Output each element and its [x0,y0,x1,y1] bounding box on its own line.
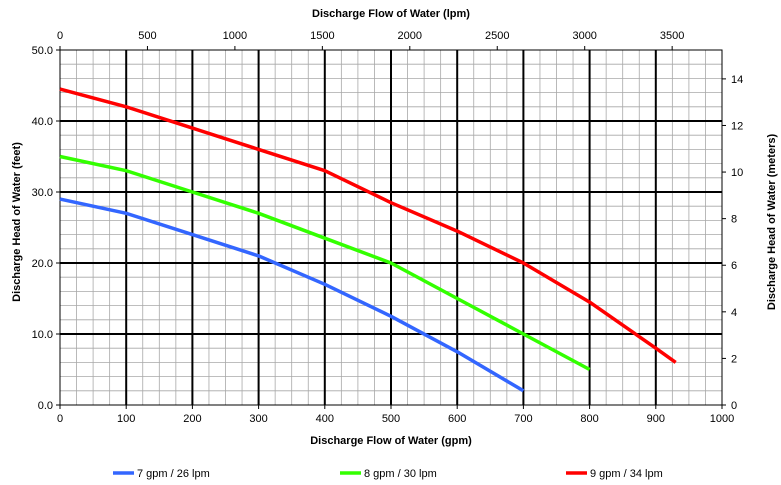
y2-tick-label: 14 [731,74,743,86]
legend-label: 7 gpm / 26 lpm [137,468,210,480]
y2-tick-label: 8 [731,214,737,226]
x2-axis-title: Discharge Flow of Water (lpm) [312,8,470,20]
x2-tick-label: 1000 [223,30,247,42]
y2-axis-title: Discharge Head of Water (meters) [766,134,778,311]
x2-axis-ticks: 0 500 1000 1500 2000 2500 3000 3500 [57,30,684,50]
y-tick-label: 50.0 [32,45,53,57]
x2-tick-label: 0 [57,30,63,42]
x-tick-label: 100 [117,413,135,425]
x-tick-label: 400 [316,413,334,425]
legend-label: 9 gpm / 34 lpm [590,468,663,480]
y2-tick-label: 4 [731,307,737,319]
x2-tick-label: 500 [138,30,156,42]
x-tick-label: 300 [249,413,267,425]
x-tick-label: 500 [382,413,400,425]
y2-tick-label: 0 [731,400,737,412]
x-tick-label: 800 [580,413,598,425]
y-tick-label: 30.0 [32,187,53,199]
y-tick-label: 20.0 [32,258,53,270]
y-axis-ticks: 0.0 10.0 20.0 30.0 40.0 50.0 [32,45,60,412]
x-tick-label: 700 [514,413,532,425]
y2-tick-label: 2 [731,353,737,365]
x-tick-label: 900 [647,413,665,425]
y-tick-label: 0.0 [38,400,53,412]
x2-tick-label: 2000 [398,30,422,42]
y2-tick-label: 12 [731,120,743,132]
series-line-2 [59,154,591,372]
legend: 7 gpm / 26 lpm 8 gpm / 30 lpm 9 gpm / 34 l… [113,468,663,480]
x2-tick-label: 3500 [660,30,684,42]
series-lines [59,87,677,393]
x-tick-label: 0 [57,413,63,425]
x-tick-label: 1000 [710,413,734,425]
x-tick-label: 600 [448,413,466,425]
x2-tick-label: 1500 [310,30,334,42]
y2-tick-label: 6 [731,260,737,272]
series-line-1 [59,197,525,393]
x2-tick-label: 2500 [485,30,509,42]
x-axis-ticks: 0 100 200 300 400 500 600 700 800 900 1000 [57,405,734,425]
x-tick-label: 200 [183,413,201,425]
legend-item-3: 9 gpm / 34 lpm [566,468,663,480]
y-tick-label: 40.0 [32,116,53,128]
x-axis-title: Discharge Flow of Water (gpm) [310,435,472,447]
y-tick-label: 10.0 [32,329,53,341]
y2-axis-ticks: 0 2 4 6 8 10 12 14 [722,74,743,412]
legend-item-1: 7 gpm / 26 lpm [113,468,210,480]
major-grid [60,50,722,405]
y-axis-title: Discharge Head of Water (feet) [11,142,23,302]
y2-tick-label: 10 [731,167,743,179]
legend-item-2: 8 gpm / 30 lpm [340,468,437,480]
legend-label: 8 gpm / 30 lpm [364,468,437,480]
series-line-3 [59,87,677,364]
x2-tick-label: 3000 [572,30,596,42]
